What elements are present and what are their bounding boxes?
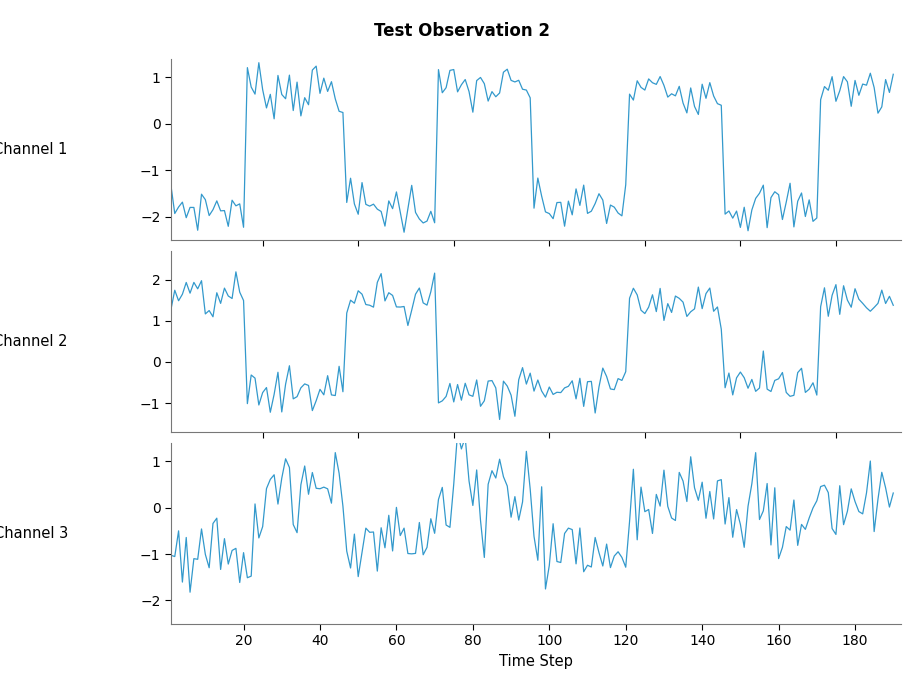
Y-axis label: Channel 1: Channel 1 (0, 142, 67, 157)
Text: Test Observation 2: Test Observation 2 (374, 22, 550, 40)
Y-axis label: Channel 3: Channel 3 (0, 526, 67, 541)
Y-axis label: Channel 2: Channel 2 (0, 334, 67, 349)
X-axis label: Time Step: Time Step (499, 653, 573, 669)
